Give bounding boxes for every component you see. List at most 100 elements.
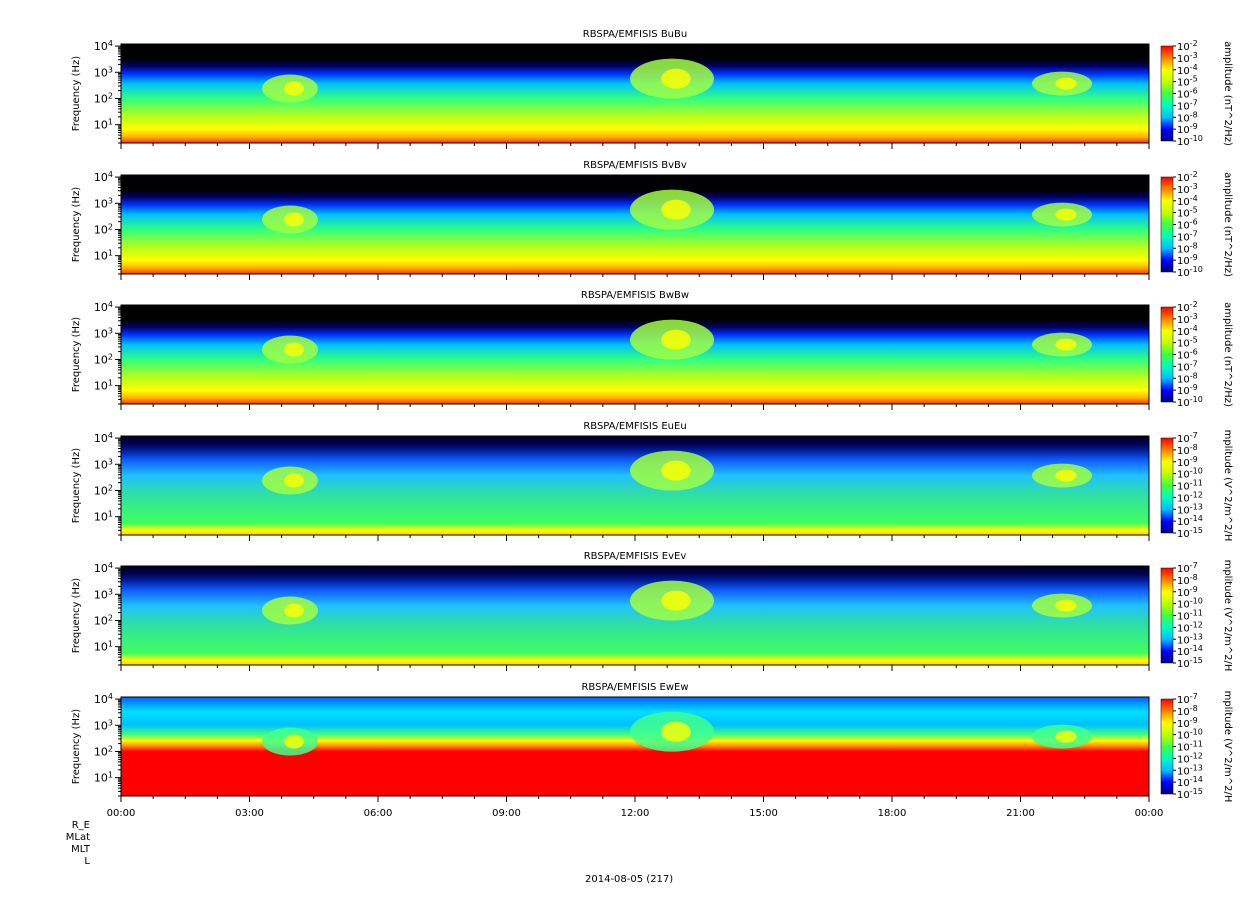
x-tick-label: 06:00 [364,808,393,819]
colorbar-tick-label: 10-15 [1177,526,1203,540]
y-tick-label: 102 [94,613,113,627]
colorbar [1160,698,1174,795]
colorbar [1160,306,1174,403]
colorbar-tick-label: 10-10 [1177,597,1203,611]
emission-core [1055,469,1077,482]
colorbar-tick-label: 10-12 [1177,490,1203,504]
colorbar-tick-label: 10-14 [1177,514,1203,528]
colorbar-tick-label: 10-8 [1177,241,1198,255]
colorbar-tick-label: 10-7 [1177,229,1198,243]
panel-title: RBSPA/EMFISIS EuEu [583,421,686,432]
y-tick-label: 103 [94,65,113,79]
panel-title: RBSPA/EMFISIS EvEv [584,551,687,562]
y-tick-label: 101 [94,249,113,263]
colorbar [1160,176,1174,273]
x-tick-label: 09:00 [492,808,521,819]
y-tick-label: 101 [94,379,113,393]
y-tick-label: 102 [94,744,113,758]
x-tick-label: 21:00 [1006,808,1035,819]
colorbar-tick-label: 10-10 [1177,467,1203,481]
y-tick-label: 103 [94,718,113,732]
y-axis-label: Frequency (Hz) [71,448,82,524]
emission-core [1055,730,1077,743]
colorbar-tick-label: 10-13 [1177,632,1203,646]
colorbar-label: amplitude (nT^2/Hz) [1222,41,1233,146]
spectrogram-panel-2: RBSPA/EMFISIS BvBv 101 102 103 104 Frequency … [71,160,1233,280]
y-tick-label: 103 [94,326,113,340]
y-tick-label: 104 [94,692,113,706]
colorbar [1160,437,1174,534]
x-tick-label: 12:00 [621,808,650,819]
y-tick-label: 103 [94,196,113,210]
x-tick-label: 00:00 [1135,808,1164,819]
colorbar-tick-label: 10-2 [1177,170,1198,184]
colorbar-tick-label: 10-4 [1177,63,1198,77]
panel-title: RBSPA/EMFISIS BvBv [583,160,687,171]
emission-core [661,329,691,350]
y-tick-label: 102 [94,483,113,497]
colorbar-tick-label: 10-6 [1177,348,1198,362]
colorbar-tick-label: 10-6 [1177,218,1198,232]
colorbar-tick-label: 10-2 [1177,300,1198,314]
colorbar-tick-label: 10-14 [1177,775,1203,789]
colorbar-tick-label: 10-15 [1177,656,1203,670]
y-axis-label: Frequency (Hz) [71,187,82,263]
colorbar-tick-label: 10-12 [1177,751,1203,765]
ephemeris-re-label: R_E [71,820,90,831]
x-tick-label: 18:00 [878,808,907,819]
panel-title: RBSPA/EMFISIS BuBu [583,29,687,40]
colorbar-label: amplitude (nT^2/Hz) [1222,172,1233,277]
colorbar-tick-label: 10-4 [1177,194,1198,208]
y-tick-label: 104 [94,431,113,445]
spectrogram-panel-5: RBSPA/EMFISIS EvEv 101 102 103 104 Frequency … [71,551,1233,671]
date-label: 2014-08-05 (217) [585,874,674,885]
ephemeris-labels: R_E MLat MLT L [10,820,90,868]
emission-core [284,342,304,357]
colorbar-label: mplitude (V^2/m^2/H [1222,430,1233,542]
y-axis-label: Frequency (Hz) [71,578,82,654]
emission-core [1055,77,1077,90]
spectrogram-panel-6: RBSPA/EMFISIS EwEw 101 102 103 104 Frequency … [71,682,1233,819]
y-tick-label: 103 [94,587,113,601]
colorbar-tick-label: 10-8 [1177,573,1198,587]
colorbar-tick-label: 10-5 [1177,75,1198,89]
colorbar-tick-label: 10-3 [1177,312,1198,326]
colorbar-tick-label: 10-5 [1177,336,1198,350]
colorbar-label: amplitude (nT^2/Hz) [1222,302,1233,407]
colorbar-tick-label: 10-10 [1177,134,1203,148]
colorbar-tick-label: 10-7 [1177,359,1198,373]
colorbar-tick-label: 10-11 [1177,740,1203,754]
ephemeris-mlat-label: MLat [65,832,90,843]
y-axis-label: Frequency (Hz) [71,56,82,132]
colorbar-tick-label: 10-3 [1177,51,1198,65]
colorbar-tick-label: 10-8 [1177,371,1198,385]
colorbar-tick-label: 10-7 [1177,98,1198,112]
emission-core [661,721,691,742]
colorbar-tick-label: 10-7 [1177,431,1198,445]
emission-core [661,68,691,89]
colorbar-tick-label: 10-13 [1177,763,1203,777]
y-tick-label: 103 [94,457,113,471]
ephemeris-mlt-label: MLT [71,844,90,855]
colorbar-tick-label: 10-9 [1177,585,1198,599]
colorbar-tick-label: 10-9 [1177,455,1198,469]
panel-title: RBSPA/EMFISIS EwEw [581,682,688,693]
colorbar-tick-label: 10-11 [1177,479,1203,493]
x-tick-label: 03:00 [235,808,264,819]
emission-core [661,199,691,220]
colorbar-tick-label: 10-8 [1177,110,1198,124]
colorbar-tick-label: 10-9 [1177,716,1198,730]
spectrogram-panel-4: RBSPA/EMFISIS EuEu 101 102 103 104 Frequency … [71,421,1233,541]
ephemeris-l-label: L [84,856,90,867]
colorbar-tick-label: 10-13 [1177,502,1203,516]
y-tick-label: 104 [94,561,113,575]
spectrogram-panel-1: RBSPA/EMFISIS BuBu 101 102 103 104 Frequency … [71,29,1233,149]
colorbar-tick-label: 10-11 [1177,609,1203,623]
emission-core [284,212,304,227]
y-tick-label: 102 [94,91,113,105]
y-tick-label: 101 [94,771,113,785]
panel-title: RBSPA/EMFISIS BwBw [581,290,689,301]
emission-core [284,81,304,96]
colorbar-tick-label: 10-4 [1177,324,1198,338]
y-axis-label: Frequency (Hz) [71,317,82,393]
